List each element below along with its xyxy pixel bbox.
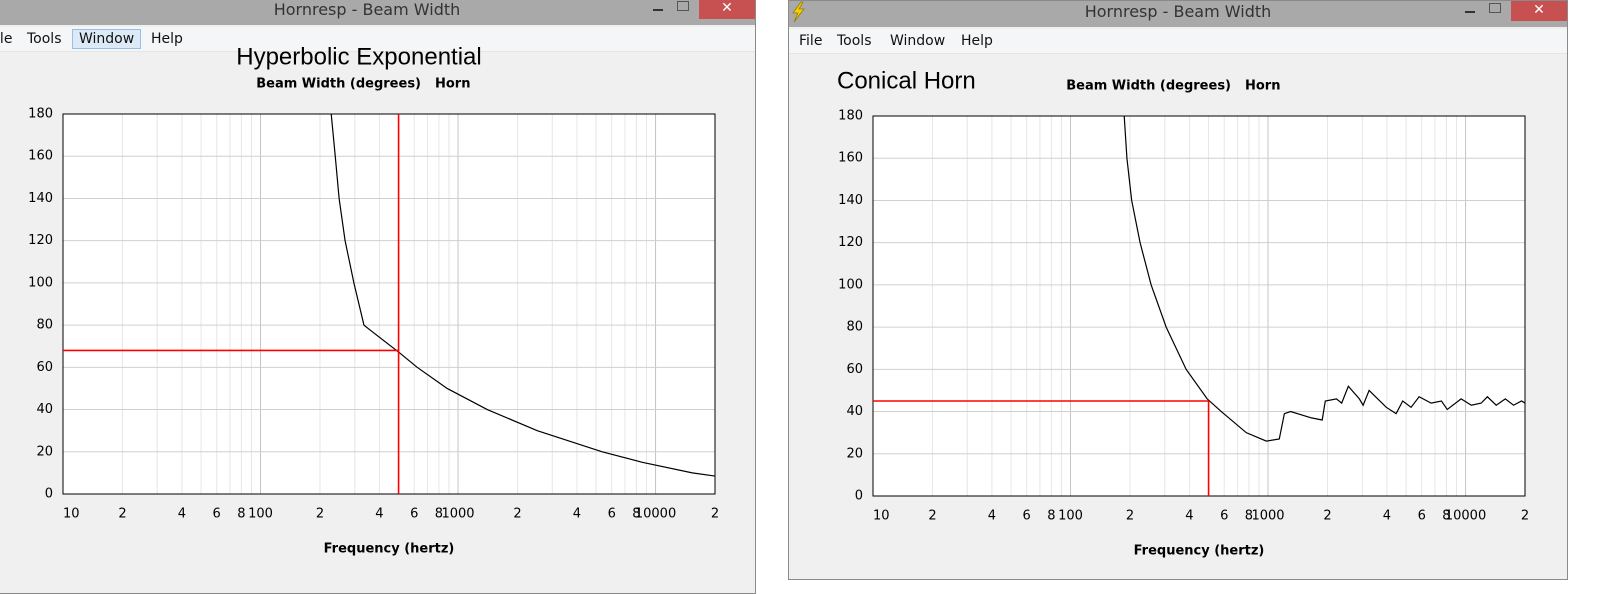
x-tick-label: 2: [1126, 509, 1134, 524]
y-tick-label: 140: [28, 191, 53, 206]
x-tick-label: 2: [711, 507, 719, 522]
plot-area: [63, 114, 715, 494]
y-tick-label: 20: [36, 444, 53, 459]
y-tick-label: 120: [28, 233, 53, 248]
x-axis-label: Frequency (hertz): [1134, 544, 1265, 559]
x-tick-label: 8: [435, 507, 443, 522]
x-tick-label: 4: [1383, 509, 1391, 524]
close-button[interactable]: ✕: [1511, 1, 1567, 21]
close-button[interactable]: ✕: [699, 0, 755, 19]
data-line: [330, 113, 716, 477]
x-tick-label: 2: [1323, 509, 1331, 524]
window-title: Hornresp - Beam Width: [273, 0, 461, 19]
annotation: Conical Horn: [837, 67, 976, 94]
legend-label: Horn: [435, 77, 470, 92]
title-bar: Hornresp - Beam Width ✕: [0, 0, 755, 25]
y-tick-label: 60: [846, 362, 863, 377]
menu-item[interactable]: Help: [961, 33, 993, 49]
menu-item[interactable]: Tools: [837, 33, 872, 49]
menu-item[interactable]: Tools: [27, 31, 62, 47]
y-tick-label: 160: [838, 151, 863, 166]
x-tick-label: 6: [213, 507, 221, 522]
x-tick-label: 6: [1418, 509, 1426, 524]
x-tick-label: 6: [608, 507, 616, 522]
window: Hornresp - Beam Width ✕ File Tools Windo…: [0, 0, 756, 594]
y-tick-label: 120: [838, 235, 863, 250]
menu-item[interactable]: File: [799, 33, 823, 49]
x-tick-label: 2: [513, 507, 521, 522]
x-tick-label: 6: [1220, 509, 1228, 524]
data-line: [1123, 115, 1526, 442]
x-tick-label: 10: [63, 507, 80, 522]
x-tick-label: 1000: [1251, 509, 1284, 524]
legend-label: Horn: [1245, 79, 1280, 94]
y-tick-label: 60: [36, 360, 53, 375]
x-tick-label: 4: [178, 507, 186, 522]
y-tick-label: 0: [45, 487, 53, 502]
x-tick-label: 100: [248, 507, 273, 522]
x-tick-label: 2: [1521, 509, 1529, 524]
maximize-button[interactable]: [1489, 3, 1501, 13]
y-tick-label: 40: [36, 402, 53, 417]
maximize-button[interactable]: [677, 1, 689, 11]
minimize-button[interactable]: [653, 9, 663, 11]
x-tick-label: 100: [1058, 509, 1083, 524]
x-axis-label: Frequency (hertz): [324, 542, 455, 557]
y-tick-label: 180: [28, 107, 53, 122]
minimize-button[interactable]: [1465, 11, 1475, 13]
x-tick-label: 1000: [441, 507, 474, 522]
window-title: Hornresp - Beam Width: [1084, 2, 1272, 21]
y-tick-label: 100: [28, 275, 53, 290]
menu-bar: File Tools Window Help: [0, 27, 755, 52]
x-tick-label: 8: [237, 507, 245, 522]
x-tick-label: 2: [316, 507, 324, 522]
menu-item[interactable]: Help: [151, 31, 183, 47]
window: Hornresp - Beam Width ✕ File Tools Windo…: [788, 0, 1568, 580]
x-tick-label: 10000: [635, 507, 676, 522]
x-tick-label: 6: [410, 507, 418, 522]
chart-title: Beam Width (degrees): [256, 77, 421, 92]
plot-frame: [872, 115, 1526, 497]
menu-item[interactable]: Window: [72, 29, 142, 49]
title-bar: Hornresp - Beam Width ✕: [789, 1, 1567, 27]
x-tick-label: 4: [1185, 509, 1193, 524]
x-tick-label: 4: [375, 507, 383, 522]
y-tick-label: 100: [838, 277, 863, 292]
y-tick-label: 160: [28, 149, 53, 164]
annotation: Hyperbolic Exponential: [236, 43, 481, 70]
y-tick-label: 20: [846, 446, 863, 461]
plot-frame: [62, 113, 716, 495]
y-tick-label: 0: [855, 489, 863, 504]
x-tick-label: 6: [1023, 509, 1031, 524]
x-tick-label: 2: [928, 509, 936, 524]
menu-bar: File Tools Window Help: [789, 29, 1567, 54]
plot-area: [873, 116, 1525, 496]
x-tick-label: 8: [632, 507, 640, 522]
x-tick-label: 2: [118, 507, 126, 522]
x-tick-label: 8: [1245, 509, 1253, 524]
y-tick-label: 80: [846, 320, 863, 335]
x-tick-label: 10000: [1445, 509, 1486, 524]
y-tick-label: 140: [838, 193, 863, 208]
chart-title: Beam Width (degrees): [1066, 79, 1231, 94]
x-tick-label: 8: [1442, 509, 1450, 524]
x-tick-label: 4: [988, 509, 996, 524]
x-tick-label: 10: [873, 509, 890, 524]
x-tick-label: 4: [573, 507, 581, 522]
y-tick-label: 180: [838, 109, 863, 124]
y-tick-label: 40: [846, 404, 863, 419]
menu-item[interactable]: File: [0, 31, 13, 47]
app-icon: [792, 1, 805, 23]
menu-item[interactable]: Window: [890, 33, 946, 49]
x-tick-label: 8: [1047, 509, 1055, 524]
y-tick-label: 80: [36, 318, 53, 333]
